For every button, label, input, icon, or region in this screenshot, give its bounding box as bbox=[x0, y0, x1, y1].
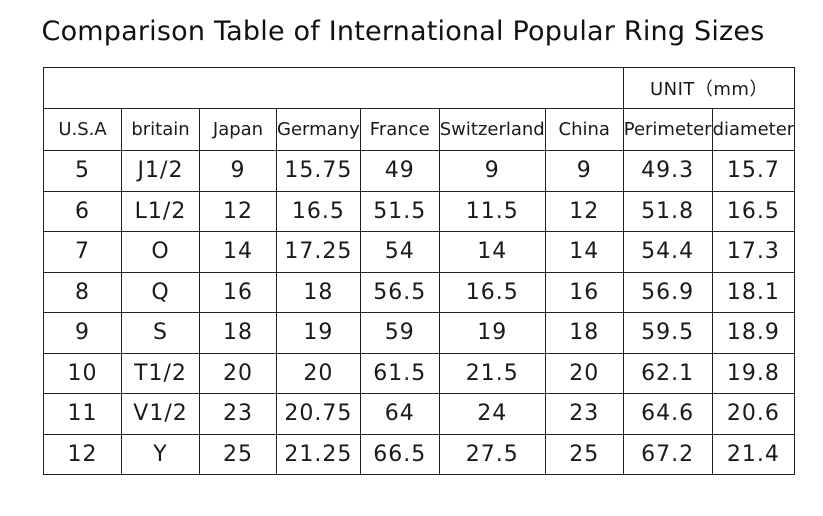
table-cell: V1/2 bbox=[121, 393, 200, 435]
table-cell: 14 bbox=[544, 231, 624, 273]
table-cell: 20 bbox=[544, 352, 624, 394]
table-cell: 21.4 bbox=[711, 433, 796, 475]
table-row: 12 Y 25 21.25 66.5 27.5 25 67.2 21.4 bbox=[43, 433, 796, 475]
table-cell: 54.4 bbox=[622, 231, 713, 273]
table-cell: 24 bbox=[438, 393, 546, 435]
header-usa: U.S.A bbox=[43, 108, 122, 151]
header-germany: Germany bbox=[276, 108, 361, 151]
table-cell: 18.1 bbox=[711, 271, 796, 313]
table-cell: 59 bbox=[359, 312, 440, 354]
table-cell: 20 bbox=[276, 352, 361, 394]
table-cell: 10 bbox=[43, 352, 122, 394]
table-cell: Y bbox=[121, 433, 200, 475]
table-cell: 23 bbox=[544, 393, 624, 435]
table-cell: 6 bbox=[43, 190, 122, 232]
table-cell: 14 bbox=[438, 231, 546, 273]
table-cell: L1/2 bbox=[121, 190, 200, 232]
header-france: France bbox=[359, 108, 440, 151]
table-cell: 25 bbox=[544, 433, 624, 475]
table-cell: 16.5 bbox=[711, 190, 796, 232]
table-cell: 12 bbox=[544, 190, 624, 232]
table-cell: 25 bbox=[199, 433, 277, 475]
table-cell: 9 bbox=[544, 150, 624, 192]
table-cell: 5 bbox=[43, 150, 122, 192]
unit-label: UNIT（mm） bbox=[622, 67, 796, 109]
table-row: 11 V1/2 23 20.75 64 24 23 64.6 20.6 bbox=[43, 393, 796, 435]
table-cell: 49.3 bbox=[622, 150, 713, 192]
header-perimeter: Perimeter bbox=[622, 108, 713, 151]
table-cell: 49 bbox=[359, 150, 440, 192]
table-cell: 17.3 bbox=[711, 231, 796, 273]
header-china: China bbox=[544, 108, 624, 151]
table-cell: 16 bbox=[199, 271, 277, 313]
table-cell: 62.1 bbox=[622, 352, 713, 394]
table-cell: 16 bbox=[544, 271, 624, 313]
table-cell: 64 bbox=[359, 393, 440, 435]
table-cell: 54 bbox=[359, 231, 440, 273]
ring-size-table: UNIT（mm） U.S.A britain Japan Germany Fra… bbox=[43, 67, 796, 475]
table-cell: 7 bbox=[43, 231, 122, 273]
table-cell: S bbox=[121, 312, 200, 354]
table-cell: 9 bbox=[43, 312, 122, 354]
table-cell: 12 bbox=[199, 190, 277, 232]
table-cell: 9 bbox=[438, 150, 546, 192]
table-cell: 61.5 bbox=[359, 352, 440, 394]
table-cell: 15.75 bbox=[276, 150, 361, 192]
table-cell: 23 bbox=[199, 393, 277, 435]
table-cell: 8 bbox=[43, 271, 122, 313]
table-cell: 19 bbox=[438, 312, 546, 354]
table-row: 6 L1/2 12 16.5 51.5 11.5 12 51.8 16.5 bbox=[43, 190, 796, 232]
table-row: 5 J1/2 9 15.75 49 9 9 49.3 15.7 bbox=[43, 150, 796, 192]
table-cell: 67.2 bbox=[622, 433, 713, 475]
header-row: U.S.A britain Japan Germany France Switz… bbox=[43, 108, 796, 151]
header-switzerland: Switzerland bbox=[438, 108, 546, 151]
table-cell: 11 bbox=[43, 393, 122, 435]
table-row: 9 S 18 19 59 19 18 59.5 18.9 bbox=[43, 312, 796, 354]
table-cell: 18.9 bbox=[711, 312, 796, 354]
table-cell: 21.25 bbox=[276, 433, 361, 475]
table-cell: 64.6 bbox=[622, 393, 713, 435]
table-cell: 16.5 bbox=[438, 271, 546, 313]
table-cell: 11.5 bbox=[438, 190, 546, 232]
table-cell: 16.5 bbox=[276, 190, 361, 232]
table-cell: 20 bbox=[199, 352, 277, 394]
header-japan: Japan bbox=[199, 108, 277, 151]
blank-cell bbox=[43, 67, 624, 109]
table-cell: 59.5 bbox=[622, 312, 713, 354]
table-cell: 15.7 bbox=[711, 150, 796, 192]
table-cell: 17.25 bbox=[276, 231, 361, 273]
page-title: Comparison Table of International Popula… bbox=[41, 16, 765, 47]
table-cell: 18 bbox=[276, 271, 361, 313]
table-row: 8 Q 16 18 56.5 16.5 16 56.9 18.1 bbox=[43, 271, 796, 313]
table-cell: T1/2 bbox=[121, 352, 200, 394]
table-cell: 9 bbox=[199, 150, 277, 192]
header-diameter: diameter bbox=[711, 108, 796, 151]
unit-row: UNIT（mm） bbox=[43, 67, 796, 109]
table-cell: 19.8 bbox=[711, 352, 796, 394]
table-cell: 20.75 bbox=[276, 393, 361, 435]
table-row: 10 T1/2 20 20 61.5 21.5 20 62.1 19.8 bbox=[43, 352, 796, 394]
table-cell: O bbox=[121, 231, 200, 273]
table-cell: 20.6 bbox=[711, 393, 796, 435]
table-cell: 18 bbox=[544, 312, 624, 354]
table-row: 7 O 14 17.25 54 14 14 54.4 17.3 bbox=[43, 231, 796, 273]
table-cell: 14 bbox=[199, 231, 277, 273]
table-cell: 12 bbox=[43, 433, 122, 475]
header-britain: britain bbox=[121, 108, 200, 151]
table-cell: 21.5 bbox=[438, 352, 546, 394]
table-cell: J1/2 bbox=[121, 150, 200, 192]
table-cell: 56.5 bbox=[359, 271, 440, 313]
table-cell: 51.8 bbox=[622, 190, 713, 232]
table-cell: 56.9 bbox=[622, 271, 713, 313]
table-cell: 19 bbox=[276, 312, 361, 354]
table-cell: 18 bbox=[199, 312, 277, 354]
table-cell: 27.5 bbox=[438, 433, 546, 475]
table-cell: Q bbox=[121, 271, 200, 313]
table-cell: 51.5 bbox=[359, 190, 440, 232]
table-cell: 66.5 bbox=[359, 433, 440, 475]
